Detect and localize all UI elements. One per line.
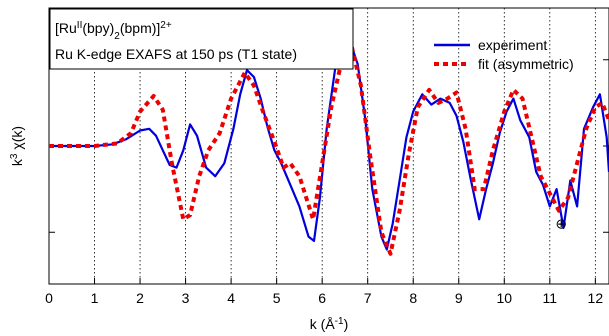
x-tick-label: 12: [588, 290, 604, 306]
legend-label-fit: fit (asymmetric): [478, 56, 574, 72]
x-tick-label: 9: [455, 290, 463, 306]
x-tick-label: 4: [227, 290, 235, 306]
series-line-fit: [49, 44, 609, 256]
x-tick-label: 8: [409, 290, 417, 306]
y-axis-label: k3 χ(k): [9, 126, 26, 166]
series-layer: ⊕: [49, 44, 609, 256]
x-tick-label: 7: [364, 290, 372, 306]
x-tick-label: 5: [273, 290, 281, 306]
info-box-frame: [49, 8, 354, 70]
x-tick-label: 2: [136, 290, 144, 306]
info-box: [RuII(bpy)2(bpm)]2+ Ru K-edge EXAFS at 1…: [49, 8, 354, 70]
x-tick-label: 1: [91, 290, 99, 306]
x-tick-labels: 0 1 2 3 4 5 6 7 8 9 10 11 12: [45, 278, 603, 306]
info-caption: Ru K-edge EXAFS at 150 ps (T1 state): [55, 46, 297, 62]
legend-label-experiment: experiment: [478, 37, 547, 53]
x-tick-label: 11: [543, 290, 558, 306]
x-tick-label: 0: [45, 290, 53, 306]
x-tick-label: 10: [496, 290, 512, 306]
x-axis-label: k (Å-1): [310, 316, 348, 333]
x-tick-label: 3: [182, 290, 190, 306]
x-tick-label: 6: [318, 290, 326, 306]
info-formula: [RuII(bpy)2(bpm)]2+: [55, 20, 172, 42]
marker-symbol: ⊕: [555, 216, 567, 232]
legend: experiment fit (asymmetric): [434, 37, 574, 72]
